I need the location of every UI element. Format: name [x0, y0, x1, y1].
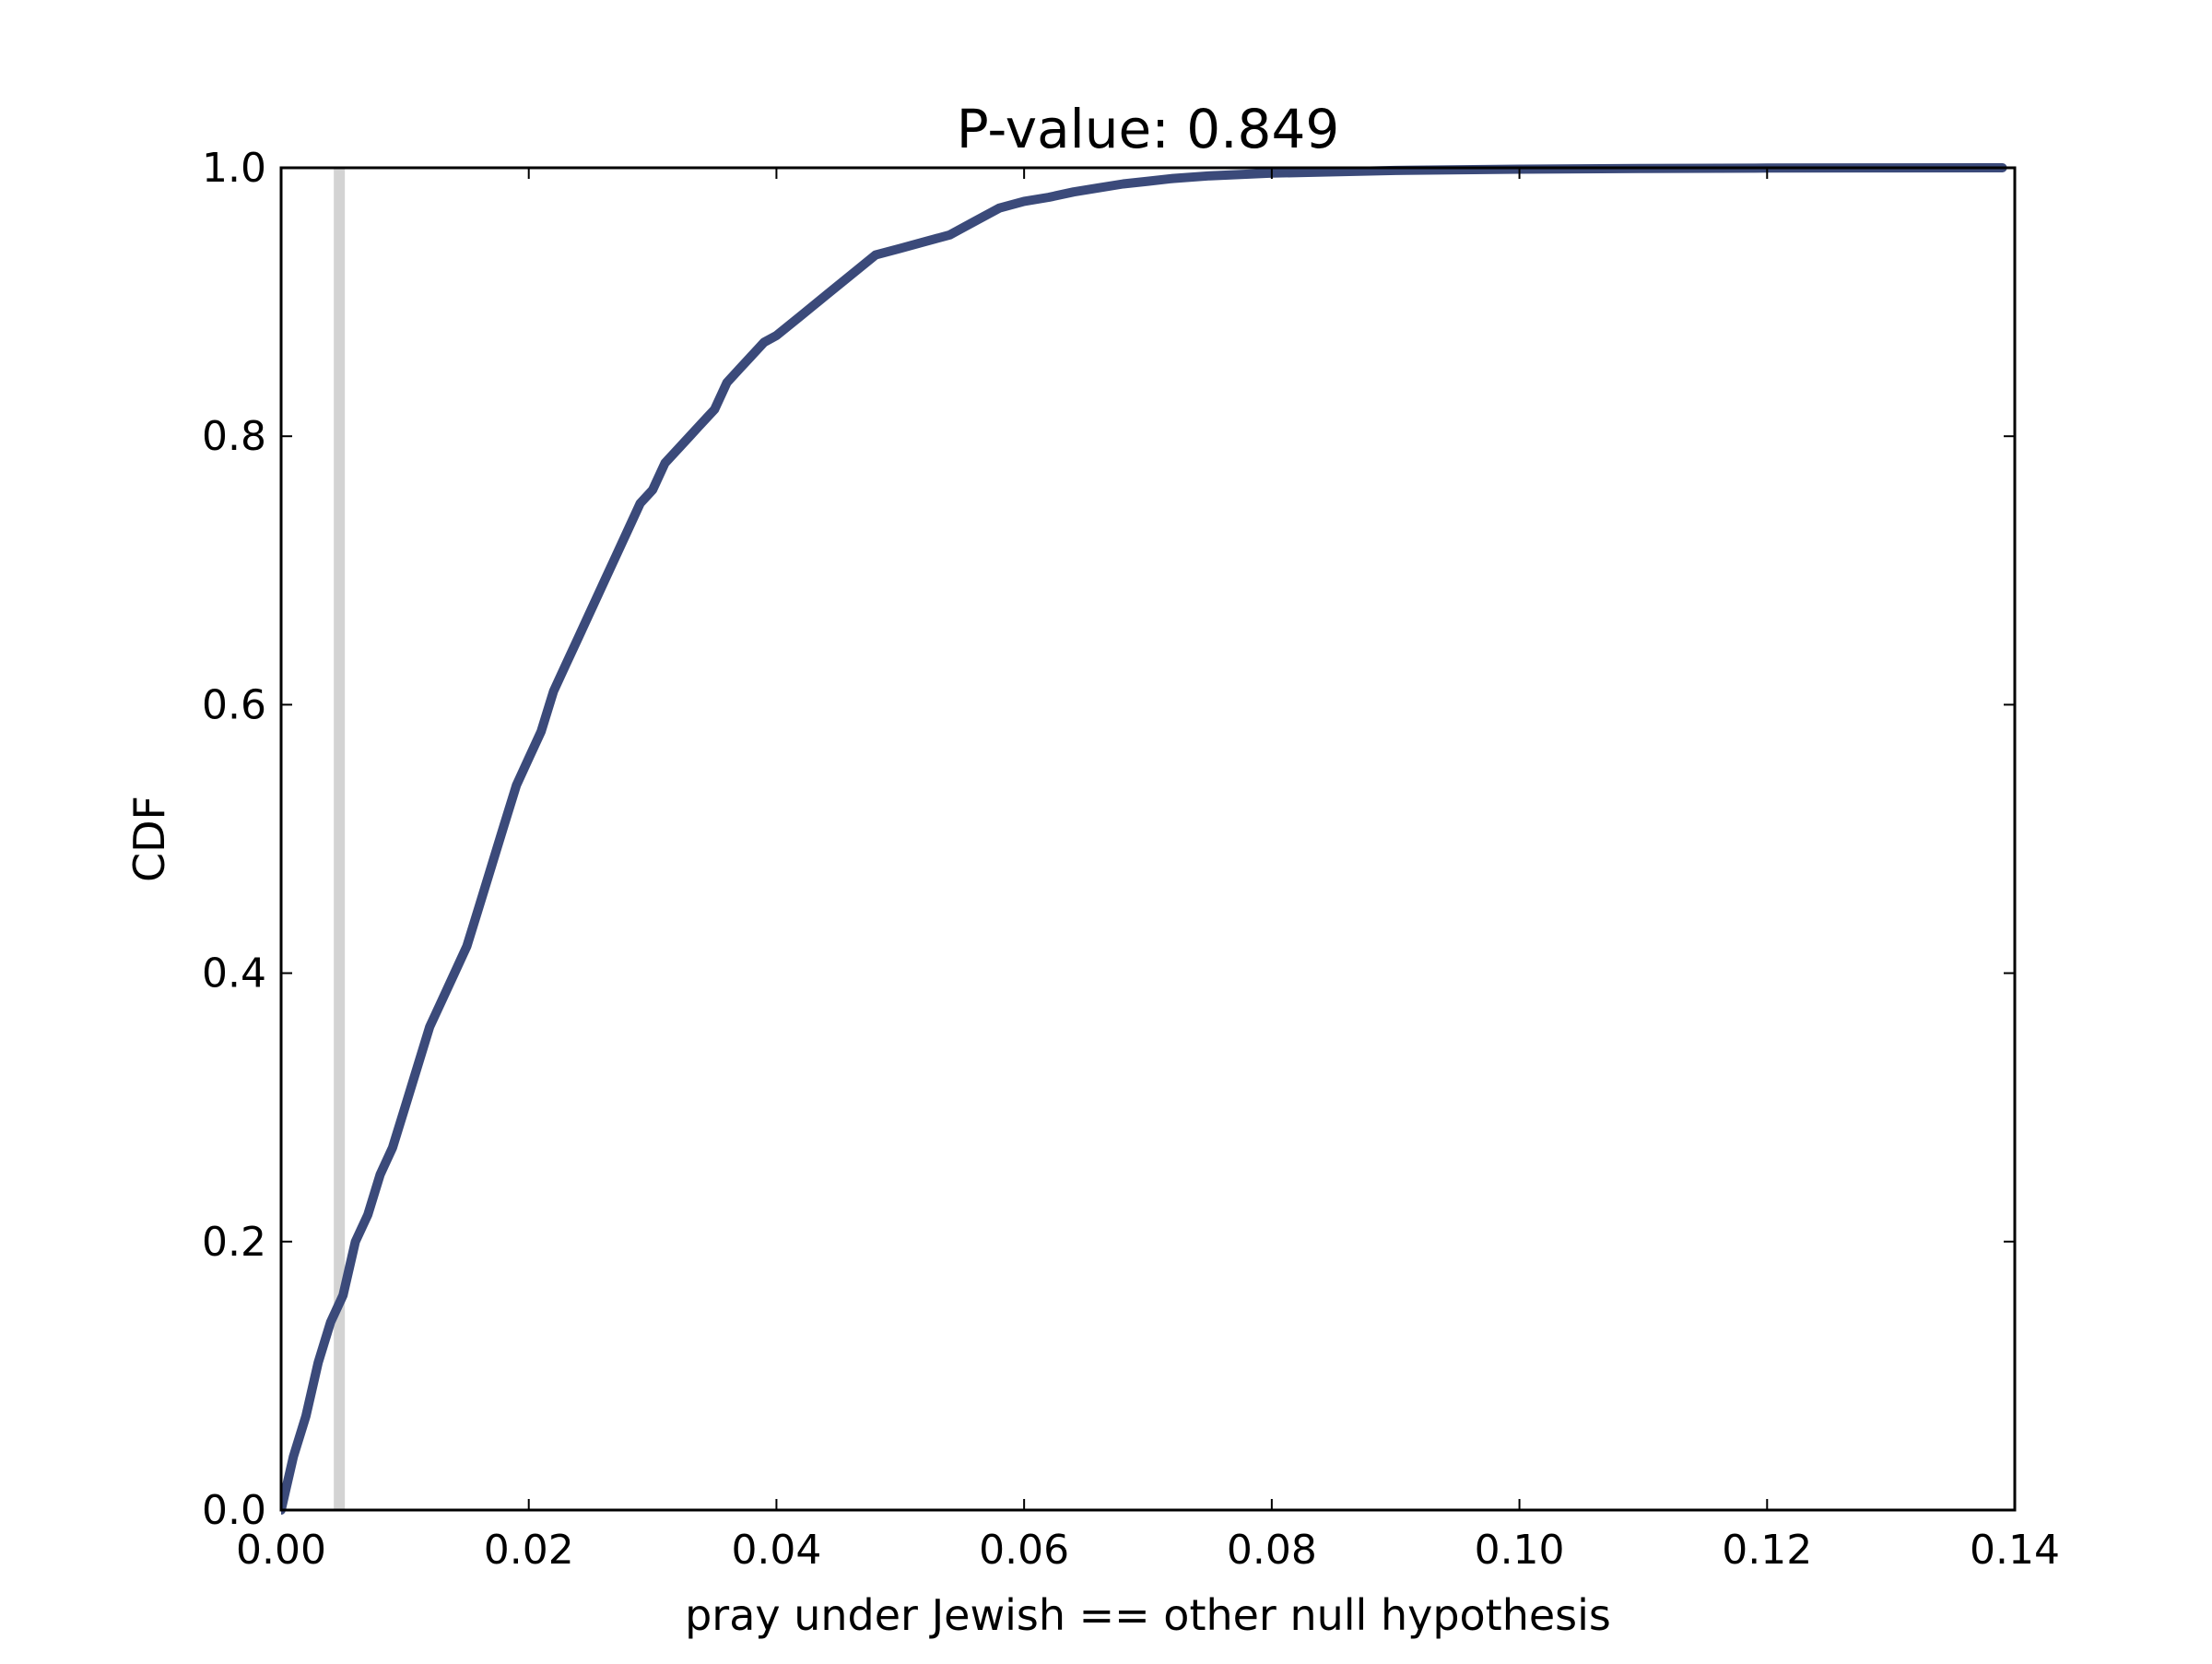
x-tick-label: 0.00	[236, 1527, 326, 1574]
x-tick-label: 0.12	[1722, 1527, 1812, 1574]
y-axis-title: CDF	[124, 796, 174, 882]
x-tick-label: 0.04	[731, 1527, 821, 1574]
x-tick-label: 0.06	[979, 1527, 1069, 1574]
x-tick-label: 0.02	[484, 1527, 574, 1574]
plot-frame	[279, 166, 2017, 1512]
y-tick-label: 0.8	[202, 413, 266, 460]
x-tick-label: 0.08	[1227, 1527, 1317, 1574]
y-tick-label: 0.4	[202, 950, 266, 997]
cdf-series-line-0	[281, 163, 2007, 1515]
x-tick-label: 0.14	[1970, 1527, 2060, 1574]
x-tick-label: 0.10	[1475, 1527, 1565, 1574]
plot-background	[281, 168, 2015, 1510]
x-axis-title: pray under Jewish == other null hypothes…	[685, 1590, 1611, 1640]
plot-area	[279, 163, 2017, 1515]
axis-ticks: 0.00 0.02 0.04 0.06 0.08 0.10 0.12 0.14 0.0 0.2 0.…	[202, 145, 2060, 1574]
y-tick-label: 0.2	[202, 1219, 266, 1266]
y-tick-label: 0.6	[202, 681, 266, 728]
chart-title: P-value: 0.849	[957, 98, 1340, 160]
y-tick-label: 1.0	[202, 145, 266, 192]
y-tick-label: 0.0	[202, 1487, 266, 1534]
